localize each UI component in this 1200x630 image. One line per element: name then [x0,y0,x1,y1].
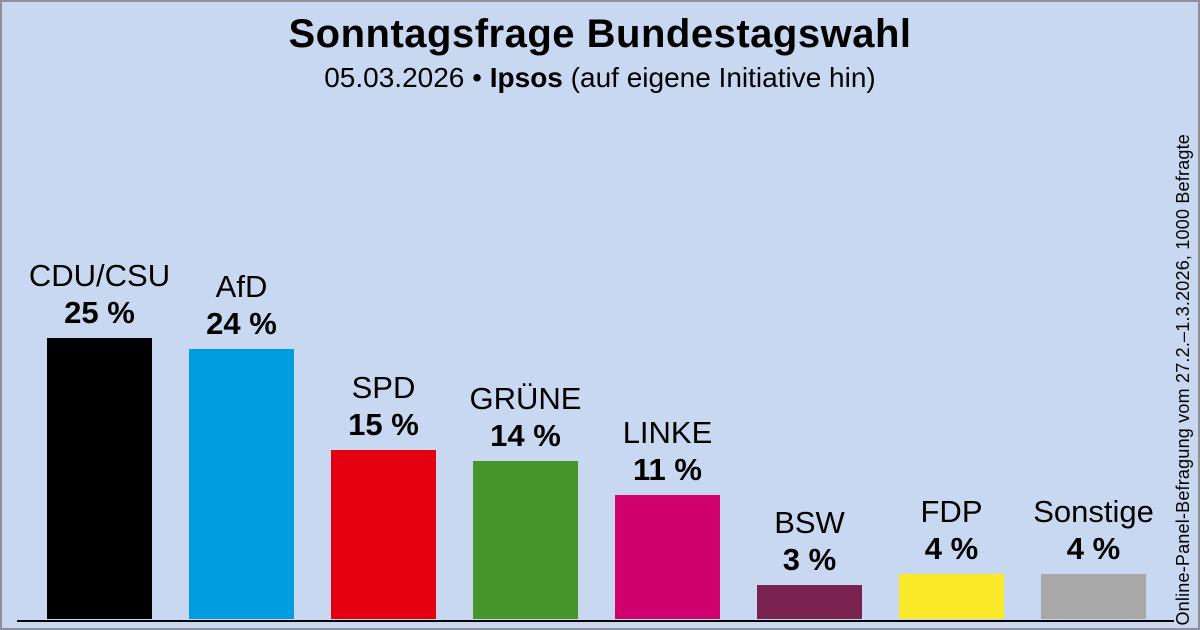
chart-subtitle: 05.03.2026 • Ipsos (auf eigene Initiativ… [2,60,1198,96]
subtitle-note: (auf eigene Initiative hin) [570,62,876,93]
bar-group-linke: LINKE 11 % [615,414,720,619]
chart-header: Sonntagsfrage Bundestagswahl 05.03.2026 … [2,10,1198,96]
bar-chart: CDU/CSU 25 % AfD 24 % SPD 15 % GRÜNE 14 % LINKE 1… [29,257,1154,619]
party-value-label: 15 % [348,407,419,442]
party-label: CDU/CSU [28,258,171,293]
party-label: GRÜNE [469,381,582,416]
party-label: FDP [920,494,983,529]
party-label: Sonstige [1033,494,1154,529]
chart-title: Sonntagsfrage Bundestagswahl [288,12,912,56]
bar-group-afd: AfD 24 % [189,268,294,619]
party-label: LINKE [622,415,713,450]
bar-bsw [757,585,862,619]
party-label: BSW [774,505,845,540]
party-value-label: 14 % [490,418,561,453]
party-label: AfD [215,269,268,304]
bar-cdu-csu [47,338,152,619]
bar-group-sonstige: Sonstige 4 % [1033,493,1154,619]
bar-group-cdu-csu: CDU/CSU 25 % [29,257,170,619]
party-value-label: 4 % [924,531,979,566]
bar-sonstige [1041,574,1146,619]
bar-group-bsw: BSW 3 % [757,504,862,619]
bar-group-grune: GRÜNE 14 % [470,380,581,619]
x-axis-baseline [17,620,1174,622]
subtitle-date: 05.03.2026 [324,62,465,93]
subtitle-source: Ipsos [489,62,563,93]
party-value-label: 25 % [64,295,135,330]
party-value-label: 3 % [782,542,837,577]
bar-afd [189,349,294,619]
bar-linke [615,495,720,619]
bar-group-spd: SPD 15 % [331,369,436,619]
party-value-label: 24 % [206,306,277,341]
bar-grune [473,461,578,619]
bar-fdp [899,574,1004,619]
bar-group-fdp: FDP 4 % [899,493,1004,619]
bar-spd [331,450,436,619]
party-value-label: 4 % [1066,531,1121,566]
subtitle-separator-dot: • [472,62,482,93]
party-value-label: 11 % [633,452,702,487]
party-label: SPD [351,370,416,405]
survey-method-note: Online-Panel-Befragung vom 27.2.–1.3.202… [1173,134,1193,626]
